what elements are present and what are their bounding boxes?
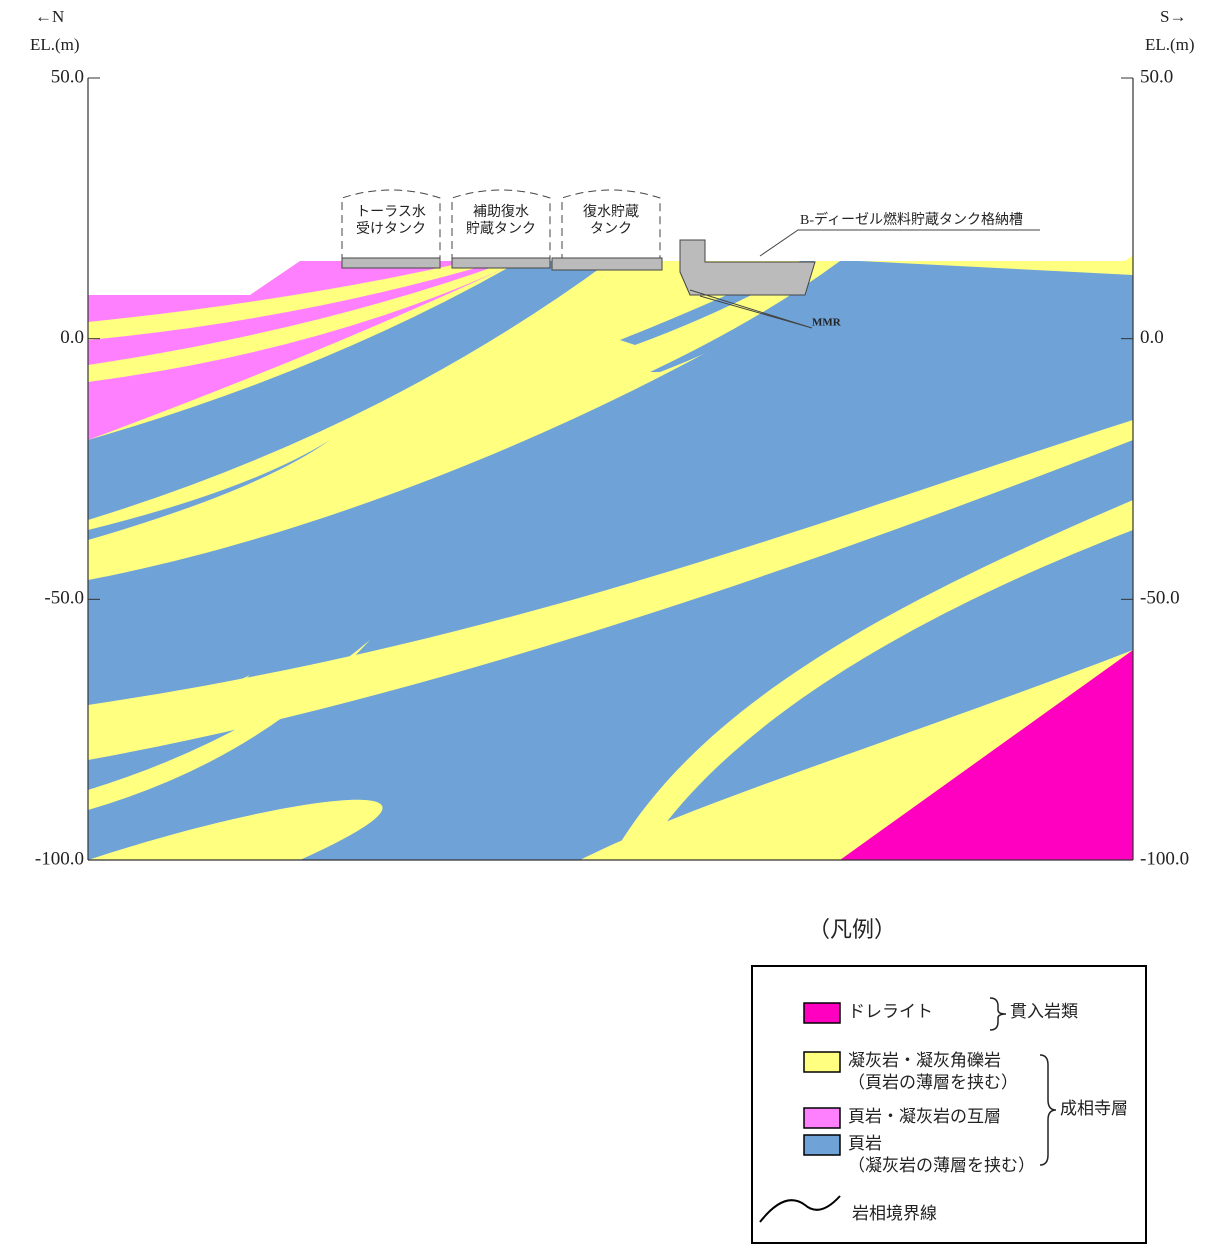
- legend-label: 頁岩: [848, 1134, 882, 1153]
- tank-outline: [451, 189, 551, 262]
- tank-label: 復水貯蔵: [583, 203, 639, 220]
- legend-label: ドレライト: [848, 1002, 933, 1021]
- tank-label: タンク: [590, 221, 632, 237]
- y-tick-label: 50.0: [51, 66, 84, 87]
- legend-swatch: [803, 1134, 841, 1156]
- tank-outline: [561, 189, 661, 262]
- tank-base: [451, 257, 551, 269]
- tuff-stripe: [610, 500, 1133, 860]
- shale-band: [88, 440, 1133, 860]
- y-tick-label: -100.0: [35, 848, 84, 869]
- mmr-label: MMR: [812, 317, 842, 329]
- tank-outline: [341, 189, 441, 262]
- y-tick-label: -50.0: [1140, 588, 1180, 609]
- y-tick-label: 0.0: [1140, 327, 1164, 348]
- tank-label: 貯蔵タンク: [466, 221, 536, 237]
- legend-label: 頁岩・凝灰岩の互層: [848, 1107, 1001, 1126]
- right-axis-label: EL.(m): [1145, 35, 1195, 54]
- tuff-stripe: [88, 640, 370, 810]
- group-label: 成相寺層: [1060, 1099, 1128, 1118]
- diesel-tank-pit: [679, 239, 816, 296]
- legend-label: 凝灰岩・凝灰角礫岩: [848, 1051, 1001, 1070]
- tank-label: トーラス水: [356, 204, 426, 220]
- left-axis-label: EL.(m): [30, 35, 80, 54]
- tuff-stripe: [88, 675, 250, 755]
- tank-label: 受けタンク: [356, 221, 426, 237]
- geology: [88, 255, 1133, 860]
- diesel-label: B-ディーゼル燃料貯蔵タンク格納槽: [800, 211, 1023, 228]
- boundary-label: 岩相境界線: [852, 1204, 937, 1223]
- alternation-layer: [88, 261, 520, 440]
- brace: [1039, 1054, 1057, 1166]
- shale-band: [88, 261, 610, 520]
- boundary-symbol: [759, 1195, 841, 1223]
- y-tick-label: -100.0: [1140, 848, 1189, 869]
- legend-box: [751, 965, 1147, 1244]
- tank-base: [341, 257, 441, 269]
- tank-label: 補助復水: [473, 203, 529, 220]
- tuff-stripe: [88, 261, 520, 382]
- y-tick-label: -50.0: [44, 588, 84, 609]
- y-tick-label: 0.0: [60, 327, 84, 348]
- shale-band: [88, 261, 1133, 705]
- legend-swatch: [803, 1002, 841, 1024]
- north-label: ←N: [35, 7, 64, 26]
- tank-base: [551, 257, 663, 271]
- shale-stripe: [650, 261, 860, 372]
- tuff-stripe: [88, 261, 500, 340]
- y-tick-label: 50.0: [1140, 66, 1173, 87]
- shale-band: [88, 440, 330, 540]
- brace: [989, 997, 1007, 1031]
- axes: [87, 78, 1134, 861]
- dolerite: [840, 650, 1133, 860]
- legend-label: （頁岩の薄層を挟む）: [848, 1073, 1018, 1092]
- legend-swatch: [803, 1051, 841, 1073]
- structures: [341, 189, 1040, 329]
- south-label: S→: [1160, 7, 1186, 26]
- legend-swatch: [803, 1107, 841, 1129]
- legend-title: （凡例）: [808, 917, 896, 942]
- group-label: 貫入岩類: [1010, 1002, 1078, 1021]
- leader-line: [689, 229, 1040, 329]
- legend-label: （凝灰岩の薄層を挟む）: [848, 1156, 1035, 1175]
